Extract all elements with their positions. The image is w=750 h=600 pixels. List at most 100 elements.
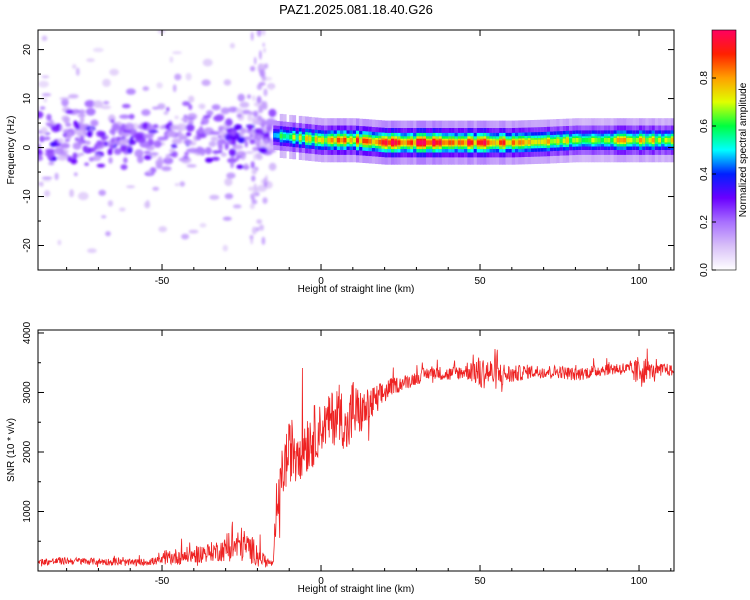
spectrogram-core-blob <box>236 164 244 169</box>
snr-y-tick-label: 2000 <box>22 440 33 463</box>
spectrogram-noise-blob <box>143 133 154 139</box>
spectrogram-noise-blob <box>268 108 277 118</box>
spectrogram-ridge-cell <box>632 138 637 143</box>
spectrogram-ridge-cell <box>629 138 634 143</box>
spectrogram-core-blob <box>258 147 268 154</box>
spectrogram-noise-blob <box>256 219 263 225</box>
spectrogram-core-blob <box>101 136 107 141</box>
spectrogram-noise-blob <box>198 127 204 134</box>
spectrogram-ridge-cell <box>279 133 284 139</box>
spectrogram-noise-blob <box>101 215 107 219</box>
spectrogram-ridge-cell <box>311 137 316 142</box>
spectrogram-core-blob <box>185 132 192 137</box>
spectrogram-noise-blob <box>174 115 179 119</box>
spectrogram-noise-blob <box>77 192 89 201</box>
spectrogram-noise-blob <box>240 127 247 134</box>
spectrogram-noise-blob <box>181 117 189 122</box>
spectrogram-noise-blob <box>44 190 51 197</box>
spectrogram-ridge-cell <box>597 138 602 143</box>
spectrogram-noise-blob <box>141 109 151 116</box>
spectrogram-noise-blob <box>248 111 255 115</box>
spectrogram-ridge-cell <box>524 140 529 145</box>
spectrogram-noise-blob <box>169 124 179 131</box>
spectrogram-noise-blob <box>54 147 64 155</box>
spectrogram-ridge-cell <box>499 140 503 145</box>
spectrogram-noise-blob <box>166 107 170 112</box>
spectrogram-noise-blob <box>113 148 122 155</box>
spectrogram-noise-blob <box>195 134 202 141</box>
spectrogram-x-ticks: -50 0 50 100 <box>66 30 672 287</box>
spectrogram-noise-blob <box>90 147 97 153</box>
spectrogram-noise-blob <box>41 35 48 42</box>
spectrogram-noise-blob <box>124 122 135 131</box>
spectrogram-noise-blob <box>224 193 234 200</box>
spectrogram-noise-blob <box>263 47 266 53</box>
spectrogram-core-blob <box>122 129 132 133</box>
spectrogram-noise-blob <box>128 128 138 136</box>
spectrogram-noise-blob <box>262 30 266 36</box>
spectrogram-ridge-cell <box>550 139 554 144</box>
spectrogram-noise-blob <box>46 113 52 121</box>
spectrogram-noise-blob <box>38 80 49 88</box>
spectrogram-ridge-cell <box>508 140 513 145</box>
spectrogram-noise-blob <box>171 143 178 149</box>
spectrogram-noise-blob <box>65 109 74 114</box>
spectrogram-noise-blob <box>256 84 263 90</box>
spectrogram-noise-blob <box>236 113 242 118</box>
spectrogram-noise-blob <box>188 95 195 103</box>
spectrogram-ridge-cell <box>473 140 478 145</box>
spectrogram-noise-blob <box>65 122 72 127</box>
spectrogram-noise-blob <box>264 131 270 137</box>
spectrogram-noise-blob <box>187 120 194 125</box>
spectrogram-ridge-cell <box>387 140 392 145</box>
spectrogram-y-tick-label: 20 <box>22 44 33 56</box>
spectrogram-ridge-cell <box>343 138 347 143</box>
spectrogram-ridge-cell <box>400 140 405 145</box>
spectrogram-noise-blob <box>188 104 193 110</box>
spectrogram-noise-blob <box>144 201 151 209</box>
spectrogram-noise-blob <box>128 113 135 120</box>
spectrogram-noise-blob <box>174 73 182 81</box>
spectrogram-ridge-cell <box>604 138 608 143</box>
spectrogram-noise-blob <box>109 68 119 76</box>
spectrogram-noise-blob <box>249 203 255 210</box>
spectrogram-noise-blob <box>38 181 44 186</box>
spectrogram-noise-blob <box>253 153 257 161</box>
spectrogram-noise-blob <box>63 117 70 121</box>
spectrogram-noise-blob <box>241 109 251 115</box>
spectrogram-noise-blob <box>269 84 273 91</box>
spectrogram-ridge-cell <box>432 140 436 145</box>
spectrogram-ridge-cell <box>454 140 459 145</box>
spectrogram-noise-blob <box>41 176 53 180</box>
spectrogram-ridge-cell <box>546 139 551 144</box>
spectrogram-ridge-cell <box>394 140 398 145</box>
spectrogram-noise-blob <box>92 47 104 53</box>
spectrogram-noise-blob <box>55 123 61 128</box>
spectrogram-noise-blob <box>251 175 256 182</box>
spectrogram-ridge-cell <box>365 139 370 144</box>
spectrogram-noise-blob <box>263 101 268 110</box>
spectrogram-noise-blob <box>79 135 84 143</box>
spectrogram-noise-blob <box>187 147 199 154</box>
spectrogram-noise-blob <box>227 157 237 164</box>
spectrogram-noise-blob <box>229 42 235 49</box>
spectrogram-noise-blob <box>38 111 44 119</box>
spectrogram-ridge-cell <box>658 138 662 143</box>
spectrogram-ridge-cell <box>543 139 548 144</box>
spectrogram-noise-blob <box>161 166 172 172</box>
spectrogram-ridge-cell <box>530 139 535 145</box>
spectrogram-ridge-cell <box>492 140 497 145</box>
spectrogram-noise-blob <box>87 248 97 253</box>
spectrogram-noise-blob <box>172 84 177 93</box>
spectrogram-noise-blob <box>257 115 263 122</box>
spectrogram-noise-blob <box>261 100 264 109</box>
spectrogram-noise-blob <box>186 164 197 168</box>
spectrogram-core-blob <box>70 158 78 165</box>
spectrogram-ridge-cell <box>537 139 541 145</box>
spectrogram-ridge-cell <box>572 138 576 143</box>
spectrogram-noise-blob <box>179 181 185 187</box>
snr-x-ticks: -50 0 50 100 <box>66 330 672 587</box>
spectrogram-noise-blob <box>43 97 48 103</box>
spectrogram-ridge-cell <box>356 138 360 143</box>
spectrogram-noise-blob <box>54 172 59 181</box>
